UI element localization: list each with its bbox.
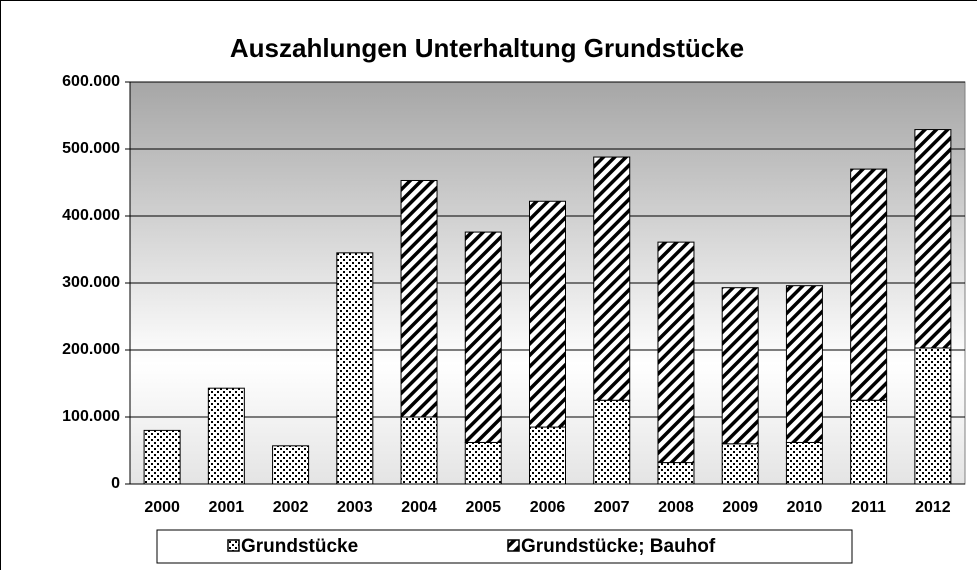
y-tick-label: 500.000: [62, 140, 120, 157]
legend-marker: [507, 539, 520, 552]
y-tick-label: 100.000: [62, 408, 120, 425]
x-tick-label: 2004: [401, 499, 437, 516]
x-tick-label: 2011: [851, 499, 886, 516]
bar-segment: [785, 441, 823, 485]
bar-segment: [657, 462, 695, 485]
bar-segment: [400, 179, 438, 418]
bar-segment: [914, 129, 952, 349]
legend-label: Grundstücke; Bauhof: [521, 536, 716, 557]
bar-segment: [336, 252, 374, 485]
x-tick-label: 2012: [915, 499, 951, 516]
bar-segment: [657, 241, 695, 464]
x-tick-label: 2003: [337, 499, 373, 516]
y-tick-label: 400.000: [62, 207, 120, 224]
legend-marker: [227, 539, 240, 552]
bar-segment: [593, 399, 631, 485]
x-tick-label: 2002: [273, 499, 309, 516]
x-tick-label: 2008: [658, 499, 694, 516]
bar-segment: [143, 429, 181, 485]
y-tick-label: 600.000: [62, 73, 120, 90]
y-tick-label: 300.000: [62, 274, 120, 291]
bar-segment: [721, 443, 759, 485]
x-tick-label: 2006: [530, 499, 566, 516]
bar-segment: [207, 387, 245, 485]
bar-segment: [464, 441, 502, 485]
bar-segment: [914, 347, 952, 485]
bar-segment: [850, 168, 888, 401]
bar-segment: [464, 231, 502, 443]
x-tick-label: 2009: [722, 499, 758, 516]
bar-segment: [593, 156, 631, 401]
bar-segment: [529, 426, 566, 485]
chart-title: Auszahlungen Unterhaltung Grundstücke: [230, 33, 744, 63]
x-tick-label: 2001: [209, 499, 245, 516]
legend-label: Grundstücke: [241, 536, 358, 557]
x-tick-label: 2000: [144, 499, 180, 516]
legend-box: [156, 529, 853, 564]
bar-segment: [721, 287, 759, 445]
bar-segment: [529, 200, 566, 428]
bar-segment: [272, 445, 310, 485]
bar-segment: [785, 285, 823, 443]
bar-segment: [400, 416, 438, 485]
y-tick-label: 200.000: [62, 341, 120, 358]
x-tick-label: 2005: [465, 499, 501, 516]
bar-segment: [850, 399, 888, 485]
x-tick-label: 2010: [787, 499, 823, 516]
x-tick-label: 2007: [594, 499, 630, 516]
y-tick-label: 0: [111, 475, 120, 492]
